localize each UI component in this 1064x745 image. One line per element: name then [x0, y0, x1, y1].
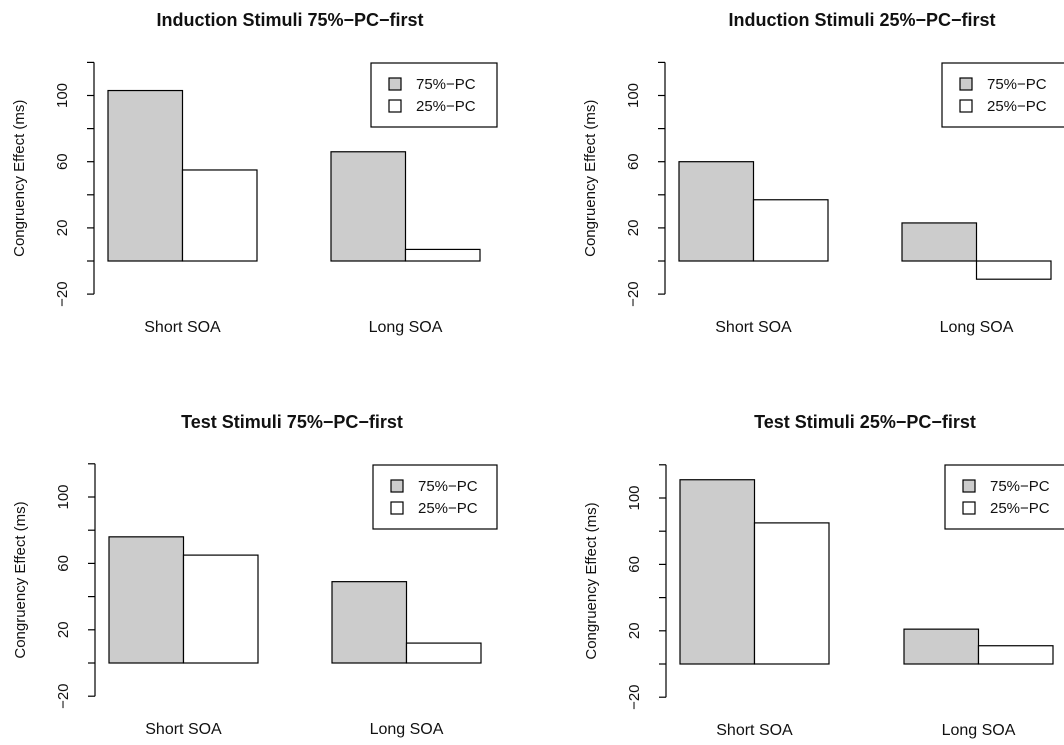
legend-swatch-25pc [390, 501, 404, 515]
chart-title: Induction Stimuli 25%−PC−first [728, 10, 995, 30]
bar-25pc-long-soa [405, 642, 482, 664]
bar-25pc-long-soa [977, 645, 1054, 665]
bar-25pc-long-soa [404, 248, 481, 262]
chart-title: Test Stimuli 75%−PC−first [181, 412, 403, 432]
y-tick-label: −20 [626, 684, 643, 709]
y-tick-label: 20 [625, 220, 642, 237]
y-tick-label: −20 [55, 683, 72, 708]
bar-25pc-long-soa [975, 260, 1052, 280]
y-tick-label: 60 [625, 153, 642, 170]
x-category-label: Short SOA [145, 721, 222, 738]
legend-box [944, 464, 1064, 530]
legend-box [941, 62, 1064, 128]
y-tick-label: 20 [55, 621, 72, 638]
legend-swatch-25pc [388, 99, 402, 113]
bar-75pc-long-soa [903, 628, 980, 665]
bar-25pc-short-soa [182, 554, 259, 664]
y-tick-label: 20 [54, 220, 71, 237]
x-category-label: Long SOA [370, 721, 444, 738]
chart-title: Test Stimuli 25%−PC−first [754, 412, 976, 432]
legend-label: 75%−PC [987, 76, 1047, 93]
chart-title: Induction Stimuli 75%−PC−first [156, 10, 423, 30]
bar-75pc-short-soa [108, 536, 185, 664]
legend-swatch-75pc [962, 479, 976, 493]
x-category-label: Short SOA [144, 319, 221, 336]
bar-25pc-short-soa [181, 169, 258, 262]
x-category-label: Long SOA [940, 319, 1014, 336]
legend-label: 75%−PC [416, 76, 476, 93]
y-tick-label: 100 [54, 83, 71, 108]
legend-box [370, 62, 498, 128]
y-tick-label: 60 [626, 556, 643, 573]
y-tick-label: 100 [625, 83, 642, 108]
y-tick-label: 100 [626, 485, 643, 510]
legend-label: 25%−PC [990, 500, 1050, 517]
x-category-label: Short SOA [715, 319, 792, 336]
x-category-label: Long SOA [942, 722, 1016, 739]
chart-panel-3: Test Stimuli 75%−PC−first −20 20 60 100 Congr… [12, 412, 498, 738]
y-axis-label: Congruency Effect (ms) [11, 100, 28, 257]
legend-swatch-75pc [388, 77, 402, 91]
bar-25pc-short-soa [753, 522, 830, 665]
y-axis-label: Congruency Effect (ms) [12, 501, 29, 658]
y-axis-label: Congruency Effect (ms) [583, 502, 600, 659]
legend-label: 25%−PC [416, 98, 476, 115]
legend-label: 25%−PC [418, 500, 478, 517]
legend-label: 75%−PC [418, 478, 478, 495]
bar-25pc-short-soa [752, 199, 829, 262]
y-tick-label: 20 [626, 622, 643, 639]
bar-75pc-short-soa [679, 479, 756, 665]
x-category-label: Short SOA [716, 722, 793, 739]
chart-panel-4: Test Stimuli 25%−PC−first −20 20 60 100 Congr… [583, 412, 1064, 739]
legend-swatch-25pc [962, 501, 976, 515]
bar-75pc-long-soa [331, 581, 408, 664]
y-tick-label: 60 [55, 555, 72, 572]
legend-swatch-75pc [959, 77, 973, 91]
x-category-label: Long SOA [369, 319, 443, 336]
bar-75pc-short-soa [107, 89, 184, 262]
y-tick-label: 100 [55, 484, 72, 509]
y-tick-label: 60 [54, 153, 71, 170]
bar-75pc-long-soa [330, 151, 407, 262]
legend-label: 75%−PC [990, 478, 1050, 495]
y-tick-label: −20 [625, 281, 642, 306]
legend-label: 25%−PC [987, 98, 1047, 115]
chart-panel-2: Induction Stimuli 25%−PC−first −20 20 60 100… [582, 10, 1064, 336]
bar-75pc-long-soa [901, 222, 978, 262]
y-axis-label: Congruency Effect (ms) [582, 100, 599, 257]
y-tick-label: −20 [54, 281, 71, 306]
legend-swatch-25pc [959, 99, 973, 113]
legend-box [372, 464, 498, 530]
chart-panel-1: Induction Stimuli 75%−PC−first −20 20 60 100… [11, 10, 498, 336]
legend-swatch-75pc [390, 479, 404, 493]
bar-75pc-short-soa [678, 161, 755, 262]
